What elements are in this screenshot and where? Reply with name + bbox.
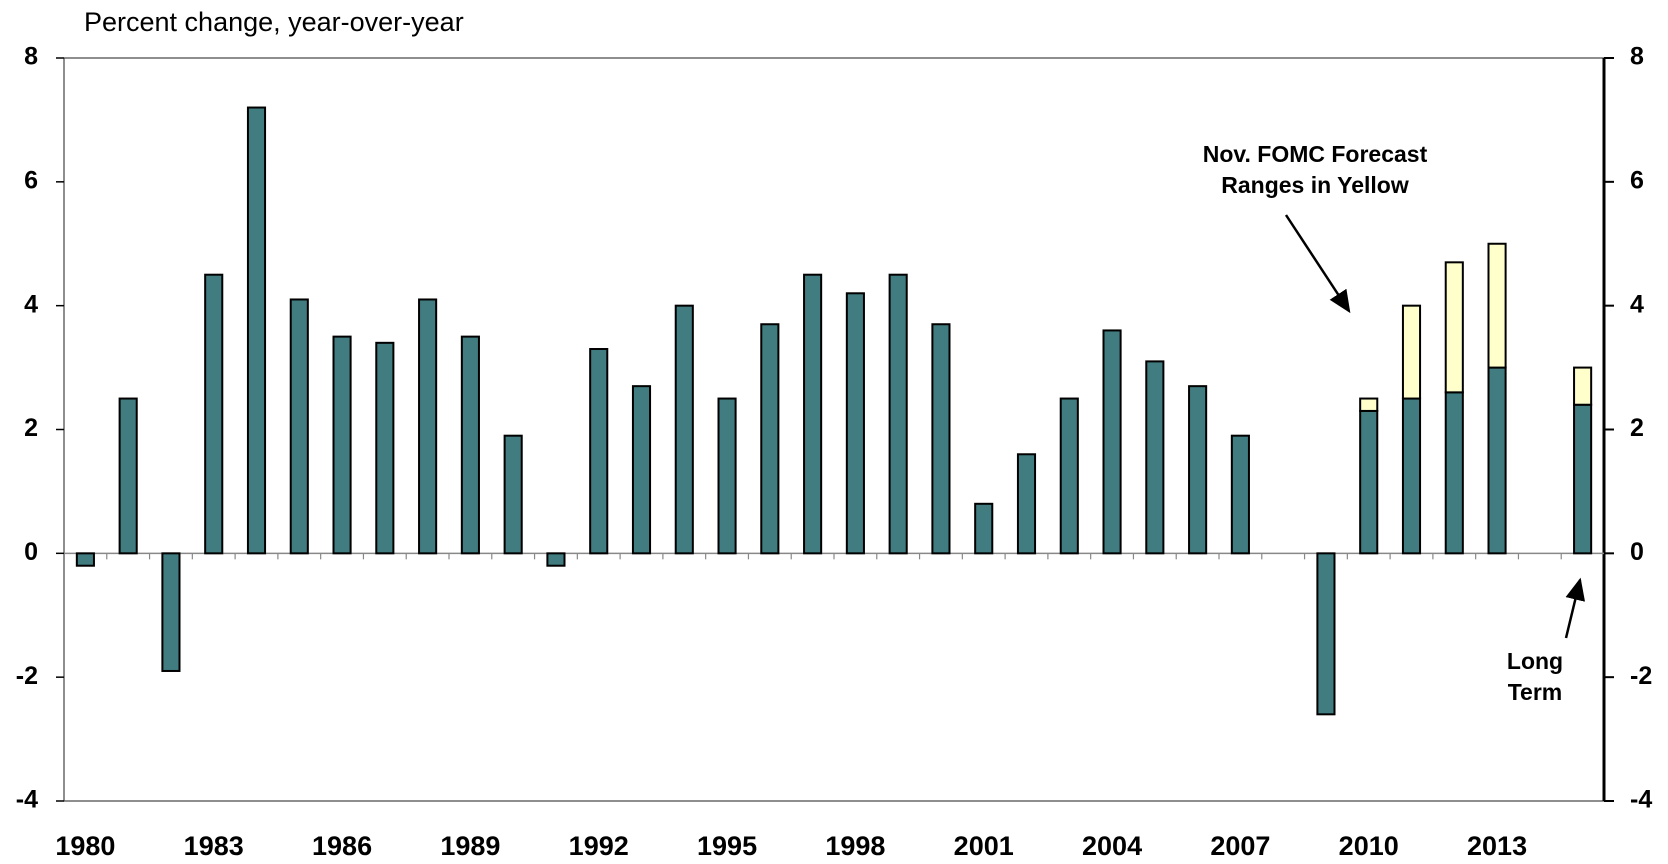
bar xyxy=(1016,453,1037,555)
x-tick-label: 2004 xyxy=(1082,831,1142,861)
bar xyxy=(75,552,95,567)
bar xyxy=(1145,360,1165,555)
bar xyxy=(1059,397,1079,555)
bar xyxy=(1444,391,1464,555)
y2-tick-label: 8 xyxy=(1630,43,1644,71)
y-tick-label: 2 xyxy=(24,414,38,442)
annotation-arrow xyxy=(1564,577,1586,639)
bar xyxy=(332,335,352,555)
x-tick-label: 2007 xyxy=(1210,831,1270,861)
bar xyxy=(161,552,181,672)
y-tick-label: 8 xyxy=(24,43,38,71)
x-tick-label: 2001 xyxy=(954,831,1014,861)
bar xyxy=(1316,552,1336,716)
bar xyxy=(1401,304,1422,400)
bar xyxy=(845,292,865,555)
y2-tick-label: 0 xyxy=(1630,538,1644,566)
bar xyxy=(1487,242,1507,369)
y-tick-label: -4 xyxy=(16,786,38,814)
bar xyxy=(888,273,908,555)
bar xyxy=(1188,385,1208,555)
annotation-arrow xyxy=(1284,214,1351,314)
bar xyxy=(1230,434,1250,555)
bar xyxy=(375,341,395,555)
bar xyxy=(760,323,780,555)
chart-title: Percent change, year-over-year xyxy=(84,7,464,37)
annotation: Term xyxy=(1508,679,1563,705)
y-tick-label: 6 xyxy=(24,166,38,194)
bar xyxy=(118,397,138,555)
bar xyxy=(1487,366,1507,555)
y-tick-label: -2 xyxy=(16,662,38,690)
annotation: Long xyxy=(1507,648,1563,674)
x-tick-label: 1998 xyxy=(825,831,885,861)
bar xyxy=(460,335,480,555)
annotation: Ranges in Yellow xyxy=(1221,172,1409,198)
bar xyxy=(1401,397,1422,555)
x-tick-label: 1995 xyxy=(697,831,757,861)
bar xyxy=(589,348,609,555)
bar xyxy=(1102,329,1122,555)
bar xyxy=(803,273,823,555)
bar xyxy=(289,298,309,555)
bar xyxy=(1444,261,1464,394)
x-tick-label: 1992 xyxy=(569,831,629,861)
bar xyxy=(717,397,737,555)
bar xyxy=(974,502,994,555)
x-tick-label: 1980 xyxy=(55,831,115,861)
bar xyxy=(546,552,566,567)
y2-tick-label: 6 xyxy=(1630,166,1644,194)
bar xyxy=(1573,403,1593,555)
x-tick-label: 2013 xyxy=(1467,831,1527,861)
bar xyxy=(418,298,438,555)
bar xyxy=(631,385,652,555)
bar xyxy=(204,273,224,555)
y2-tick-label: -2 xyxy=(1630,662,1652,690)
bar xyxy=(674,304,694,555)
x-tick-label: 1983 xyxy=(184,831,244,861)
y2-tick-label: 4 xyxy=(1630,290,1644,318)
bar xyxy=(1573,366,1593,406)
bar xyxy=(931,323,951,555)
x-tick-label: 2010 xyxy=(1339,831,1399,861)
bar xyxy=(246,106,267,555)
annotation: Nov. FOMC Forecast xyxy=(1203,141,1428,167)
bar xyxy=(503,434,523,555)
y-tick-label: 4 xyxy=(24,290,38,318)
x-tick-label: 1986 xyxy=(312,831,372,861)
x-tick-label: 1989 xyxy=(440,831,500,861)
y-tick-label: 0 xyxy=(24,538,38,566)
y2-tick-label: 2 xyxy=(1630,414,1644,442)
y2-tick-label: -4 xyxy=(1630,786,1652,814)
bar xyxy=(1359,397,1379,412)
bar xyxy=(1359,409,1379,555)
